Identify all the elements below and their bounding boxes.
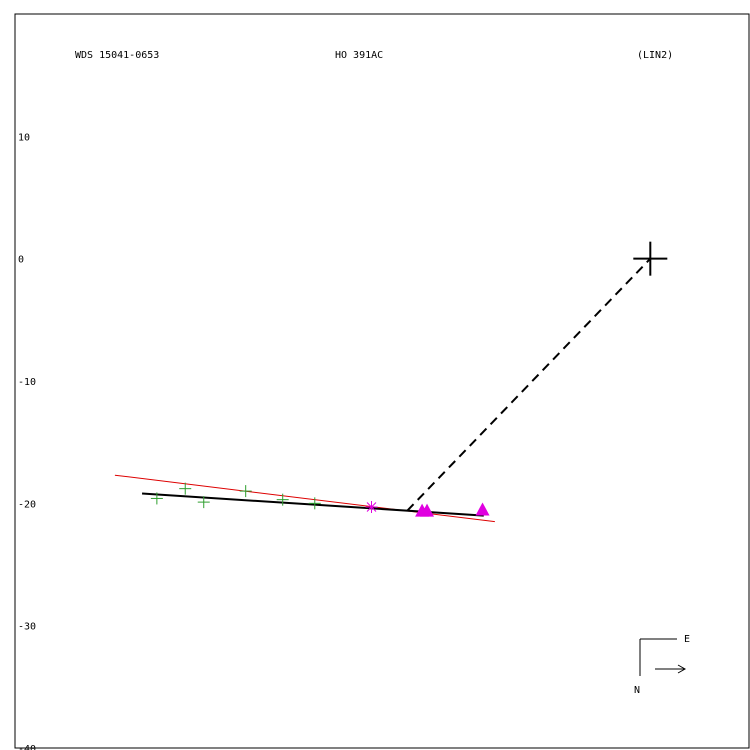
y-tick-label: 10 <box>18 132 30 143</box>
y-tick-label: -30 <box>18 622 36 633</box>
y-tick-label: 0 <box>18 255 24 266</box>
magenta-triangle-point <box>420 503 435 517</box>
y-tick-label: -10 <box>18 377 36 388</box>
y-tick-label: -20 <box>18 499 36 510</box>
primary-star-mark <box>633 241 668 276</box>
red-fit-line <box>114 474 495 523</box>
observation-marks <box>150 241 668 517</box>
y-tick-label: -40 <box>18 744 36 750</box>
green-observation-point <box>150 492 163 505</box>
green-observation-point <box>197 496 210 509</box>
green-observation-point <box>308 497 321 510</box>
chart-title-left: WDS 15041-0653 <box>75 50 159 61</box>
compass-north-label: N <box>634 685 640 696</box>
chart-title-right: (LIN2) <box>637 50 673 61</box>
plot-frame <box>14 13 750 749</box>
green-observation-point <box>179 482 192 495</box>
chart-title-center: HO 391AC <box>335 50 383 61</box>
black-fit-line <box>141 492 484 517</box>
magenta-star-point <box>365 501 378 514</box>
green-observation-point <box>276 493 289 506</box>
magenta-triangle-point <box>475 502 490 516</box>
star-arm <box>366 502 377 512</box>
compass: E N <box>634 634 690 696</box>
dashed-connector-line <box>406 257 652 512</box>
y-tick-labels: 10 0 -10 -20 -30 -40 <box>18 132 36 750</box>
green-observation-point <box>239 485 252 498</box>
fit-lines <box>114 257 652 523</box>
direction-arrow-head <box>677 664 687 674</box>
compass-east-label: E <box>684 634 690 645</box>
